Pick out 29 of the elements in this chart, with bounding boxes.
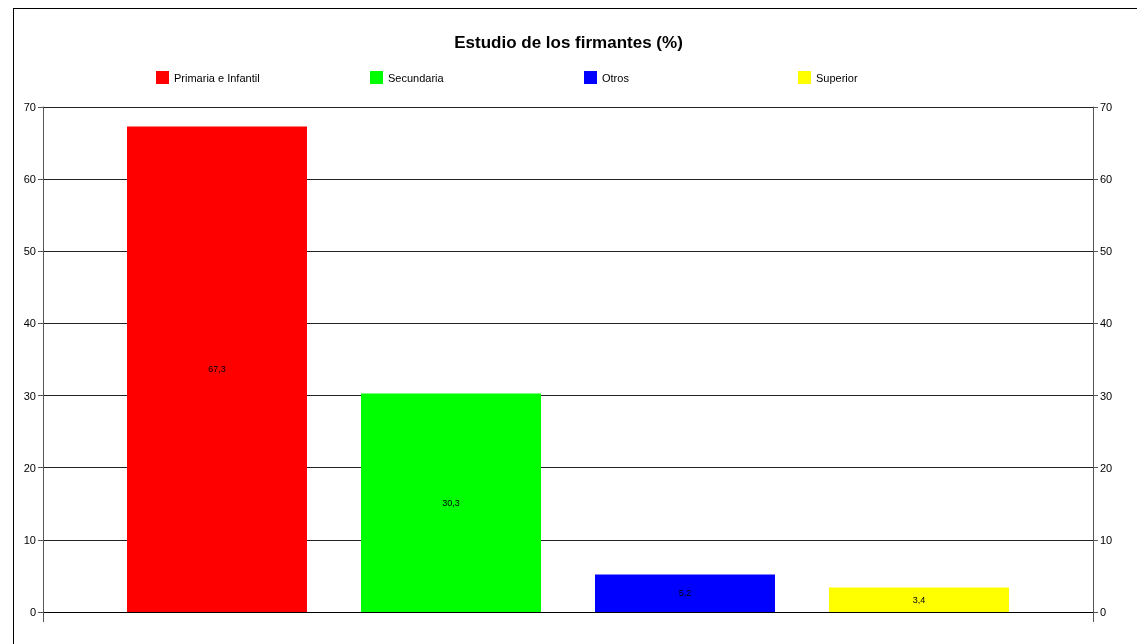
data-label: 3,4 <box>912 594 926 605</box>
legend-label: Primaria e Infantil <box>174 71 260 84</box>
data-label: 30,3 <box>442 497 460 508</box>
legend-label: Otros <box>602 71 630 84</box>
bar <box>361 393 541 612</box>
legend-label: Secundaria <box>388 71 445 84</box>
data-label: 67,3 <box>208 364 226 375</box>
y-tick-label: 50 <box>23 245 36 258</box>
bar <box>595 574 775 612</box>
y2-tick-label: 40 <box>1100 317 1113 330</box>
data-label: 5,2 <box>678 588 692 599</box>
y-tick-label: 30 <box>23 389 36 402</box>
chart-title: Estudio de los firmantes (%) <box>454 33 683 52</box>
y-tick-label: 0 <box>29 606 36 618</box>
y-tick-label: 20 <box>23 461 36 474</box>
y2-tick-label: 20 <box>1100 461 1113 474</box>
y-tick-label: 10 <box>23 533 36 546</box>
legend-label: Superior <box>816 71 858 84</box>
y-tick-label: 60 <box>23 173 36 186</box>
y2-tick-label: 70 <box>1100 101 1113 113</box>
y-tick-label: 70 <box>23 101 36 113</box>
y2-tick-label: 50 <box>1100 245 1113 258</box>
y2-tick-label: 10 <box>1100 533 1113 546</box>
bar <box>829 587 1009 612</box>
y2-tick-label: 0 <box>1100 606 1107 618</box>
y2-tick-label: 60 <box>1100 173 1113 186</box>
y2-tick-label: 30 <box>1100 389 1113 402</box>
bar <box>127 126 307 612</box>
y-tick-label: 40 <box>23 317 36 330</box>
